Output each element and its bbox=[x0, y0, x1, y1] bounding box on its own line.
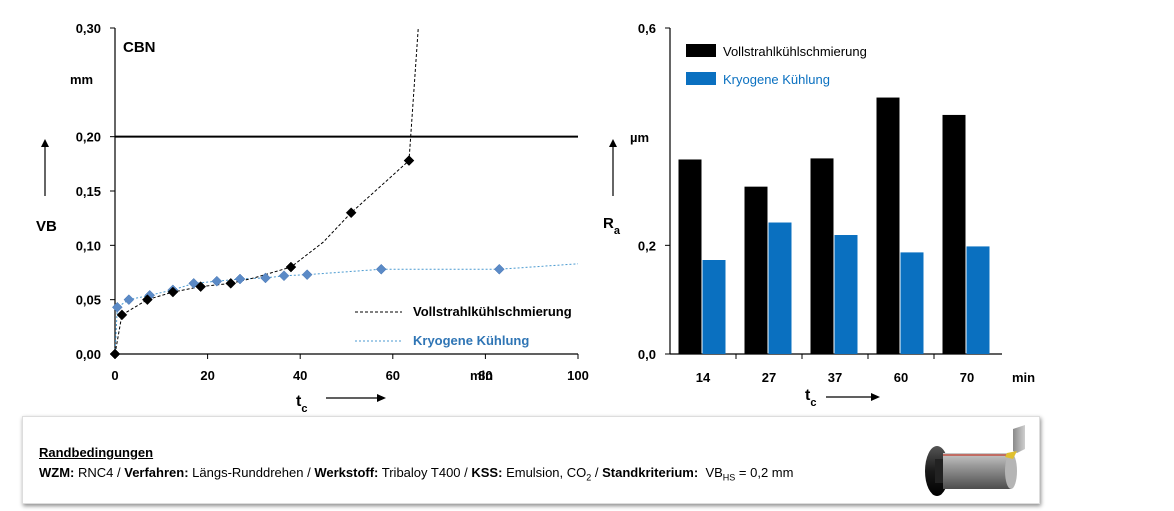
legend: Vollstrahlkühlschmierung Kryogene Kühlun… bbox=[355, 304, 572, 348]
y-label: VB bbox=[36, 218, 57, 235]
bar-vollstrahl bbox=[810, 158, 834, 354]
conditions-title: Randbedingungen bbox=[39, 445, 154, 460]
x-tick-label: 80 bbox=[478, 368, 492, 383]
y-tick-label: 0,2 bbox=[638, 238, 656, 253]
y-tick-label: 0,0 bbox=[638, 347, 656, 362]
conditions-box: Randbedingungen WZM: RNC4 / Verfahren: L… bbox=[22, 416, 1040, 504]
data-point-kryogen bbox=[278, 270, 290, 282]
data-point-vollstrahl bbox=[109, 348, 121, 360]
category-label: 27 bbox=[762, 370, 776, 385]
roughness-chart: 0,0 0,2 0,6 14 27 37 60 70 µm Ra min tc Vollst… bbox=[603, 21, 1035, 409]
category-label: 37 bbox=[828, 370, 842, 385]
y-tick-label: 0,6 bbox=[638, 21, 656, 36]
legend-label-vollstrahl: Vollstrahlkühlschmierung bbox=[413, 304, 572, 319]
legend-swatch-vollstrahl bbox=[686, 44, 716, 57]
y-tick-label: 0,00 bbox=[76, 347, 101, 362]
data-point-kryogen bbox=[211, 275, 223, 287]
x-tick-label: 60 bbox=[386, 368, 400, 383]
data-point-vollstrahl bbox=[167, 286, 179, 298]
category-label: 70 bbox=[960, 370, 974, 385]
x-tick-label: 0 bbox=[111, 368, 118, 383]
y-unit: mm bbox=[70, 72, 93, 87]
x-label: tc bbox=[805, 387, 816, 409]
x-unit: min bbox=[470, 368, 493, 383]
conditions-line: WZM: RNC4 / Verfahren: Längs-Runddrehen … bbox=[39, 465, 794, 483]
trend-line-vollstrahl bbox=[114, 27, 419, 355]
y-tick-label: 0,30 bbox=[76, 21, 101, 36]
legend: Vollstrahlkühlschmierung Kryogene Kühlun… bbox=[686, 44, 867, 87]
legend-label-kryogen: Kryogene Kühlung bbox=[723, 72, 830, 87]
bar-kryogen bbox=[966, 246, 990, 354]
bar-vollstrahl bbox=[678, 159, 702, 354]
x-arrow bbox=[326, 394, 386, 402]
data-point-vollstrahl bbox=[195, 281, 207, 292]
y-arrow bbox=[609, 139, 617, 196]
x-unit: min bbox=[1012, 370, 1035, 385]
data-point-vollstrahl bbox=[345, 207, 357, 219]
y-tick-label: 0,05 bbox=[76, 293, 101, 308]
category-label: 60 bbox=[894, 370, 908, 385]
x-tick-label: 20 bbox=[200, 368, 214, 383]
data-point-vollstrahl bbox=[142, 294, 153, 306]
y-arrow bbox=[41, 139, 49, 196]
data-point-vollstrahl bbox=[403, 155, 415, 166]
data-point-vollstrahl bbox=[285, 261, 297, 273]
x-tick-label: 40 bbox=[293, 368, 307, 383]
data-point-vollstrahl bbox=[116, 309, 128, 321]
category-label: 14 bbox=[696, 370, 711, 385]
legend-swatch-kryogen bbox=[686, 72, 716, 85]
legend-label-vollstrahl: Vollstrahlkühlschmierung bbox=[723, 44, 867, 59]
data-point-kryogen bbox=[301, 269, 313, 281]
wear-chart: 0,00 0,05 0,10 0,15 0,20 0,30 0 20 40 60 80 100 CBN… bbox=[36, 21, 589, 412]
bar-kryogen bbox=[768, 222, 792, 354]
data-point-kryogen bbox=[123, 294, 135, 306]
data-point-kryogen bbox=[375, 263, 387, 275]
y-tick-label: 0,10 bbox=[76, 238, 101, 253]
data-point-kryogen bbox=[111, 301, 123, 313]
y-label: Ra bbox=[603, 215, 621, 237]
y-tick-label: 0,20 bbox=[76, 130, 101, 145]
chart-label: CBN bbox=[123, 39, 156, 56]
bar-vollstrahl bbox=[942, 114, 966, 354]
x-label: tc bbox=[296, 393, 307, 412]
turning-tool-icon bbox=[925, 425, 1025, 496]
x-tick-label: 100 bbox=[567, 368, 589, 383]
data-point-kryogen bbox=[493, 263, 505, 275]
bar-kryogen bbox=[900, 252, 924, 354]
bar-vollstrahl bbox=[876, 97, 900, 355]
bar-vollstrahl bbox=[744, 186, 768, 354]
legend-label-kryogen: Kryogene Kühlung bbox=[413, 333, 529, 348]
bar-kryogen bbox=[834, 235, 858, 354]
bar-kryogen bbox=[702, 260, 726, 354]
data-point-vollstrahl bbox=[225, 278, 237, 289]
data-point-kryogen bbox=[260, 272, 271, 284]
data-point-kryogen bbox=[234, 273, 246, 285]
y-tick-label: 0,15 bbox=[76, 184, 101, 199]
x-arrow bbox=[826, 393, 880, 401]
y-unit: µm bbox=[630, 130, 649, 145]
